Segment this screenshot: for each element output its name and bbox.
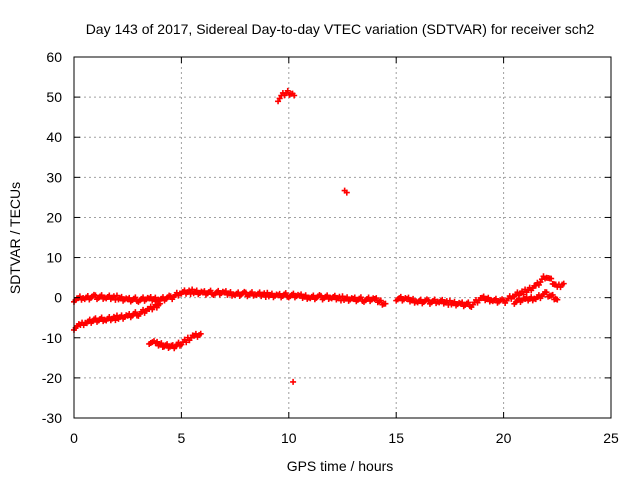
data-point bbox=[291, 92, 298, 99]
x-tick-label: 10 bbox=[281, 430, 297, 446]
data-point bbox=[431, 296, 438, 303]
data-point bbox=[519, 288, 526, 295]
data-point bbox=[242, 289, 249, 296]
data-point bbox=[118, 293, 125, 300]
data-points bbox=[71, 87, 567, 385]
y-axis-label: SDTVAR / TECUs bbox=[7, 182, 23, 294]
data-point bbox=[459, 299, 466, 306]
axis-ticks: 0 5 10 15 20 25 -30 -20 -10 0 10 20 30 40 50 60 bbox=[42, 49, 619, 446]
data-point bbox=[554, 296, 561, 303]
data-point bbox=[282, 290, 289, 297]
data-point bbox=[439, 296, 446, 303]
data-point bbox=[113, 292, 120, 299]
data-point bbox=[126, 294, 133, 301]
data-point bbox=[140, 306, 147, 313]
data-point bbox=[183, 339, 190, 346]
y-tick-label: 50 bbox=[46, 89, 62, 105]
data-point bbox=[298, 291, 305, 298]
data-point bbox=[215, 287, 222, 294]
y-tick-label: 60 bbox=[46, 49, 62, 65]
data-point bbox=[331, 292, 338, 299]
data-point bbox=[543, 289, 550, 296]
y-tick-label: 40 bbox=[46, 129, 62, 145]
data-point bbox=[528, 294, 535, 301]
data-point bbox=[248, 289, 255, 296]
data-point bbox=[548, 275, 555, 282]
data-point bbox=[235, 289, 242, 296]
data-point bbox=[451, 298, 458, 305]
data-point bbox=[98, 314, 105, 321]
x-tick-label: 20 bbox=[496, 430, 512, 446]
data-point bbox=[156, 300, 163, 307]
y-tick-label: -10 bbox=[42, 330, 62, 346]
data-point bbox=[560, 280, 567, 287]
data-point bbox=[373, 295, 380, 302]
data-point bbox=[152, 294, 159, 301]
data-point bbox=[397, 293, 404, 300]
data-point bbox=[197, 330, 204, 337]
data-point bbox=[405, 294, 412, 301]
data-point bbox=[112, 317, 119, 324]
data-point bbox=[492, 295, 499, 302]
x-axis-label: GPS time / hours bbox=[287, 458, 394, 474]
data-point bbox=[222, 288, 229, 295]
data-point bbox=[549, 291, 556, 298]
data-point bbox=[189, 286, 196, 293]
data-point bbox=[264, 289, 271, 296]
data-point bbox=[357, 294, 364, 301]
x-tick-label: 5 bbox=[178, 430, 186, 446]
data-point bbox=[417, 296, 424, 303]
data-point bbox=[465, 299, 472, 306]
x-tick-label: 15 bbox=[388, 430, 404, 446]
grid bbox=[74, 57, 611, 418]
data-point bbox=[446, 297, 453, 304]
data-point bbox=[514, 289, 521, 296]
data-point bbox=[132, 309, 139, 316]
data-point bbox=[324, 292, 331, 299]
data-point bbox=[207, 287, 214, 294]
data-point bbox=[268, 290, 275, 297]
x-tick-label: 25 bbox=[603, 430, 619, 446]
data-point bbox=[302, 292, 309, 299]
data-point bbox=[284, 87, 291, 94]
data-point bbox=[76, 293, 83, 300]
plot-frame bbox=[73, 56, 612, 419]
y-tick-label: 10 bbox=[46, 250, 62, 266]
data-point bbox=[193, 287, 200, 294]
data-point bbox=[110, 313, 117, 320]
data-point bbox=[256, 289, 263, 296]
data-point bbox=[98, 292, 105, 299]
data-point bbox=[227, 289, 234, 296]
data-point bbox=[290, 290, 297, 297]
data-point bbox=[535, 292, 542, 299]
data-point bbox=[485, 294, 492, 301]
data-point bbox=[318, 292, 325, 299]
y-tick-label: 20 bbox=[46, 209, 62, 225]
y-tick-label: -30 bbox=[42, 410, 62, 426]
data-point bbox=[410, 295, 417, 302]
data-point bbox=[382, 300, 389, 307]
data-point bbox=[290, 378, 297, 385]
data-point bbox=[339, 293, 346, 300]
data-point bbox=[158, 340, 165, 347]
data-point bbox=[343, 189, 350, 196]
data-point bbox=[201, 288, 208, 295]
y-tick-label: -20 bbox=[42, 370, 62, 386]
data-point bbox=[132, 294, 139, 301]
chart-title: Day 143 of 2017, Sidereal Day-to-day VTE… bbox=[86, 21, 595, 37]
data-point bbox=[310, 292, 317, 299]
data-point bbox=[480, 293, 487, 300]
data-point bbox=[351, 294, 358, 301]
data-point bbox=[377, 297, 384, 304]
data-point bbox=[186, 287, 193, 294]
data-point bbox=[344, 294, 351, 301]
x-tick-label: 0 bbox=[70, 430, 78, 446]
data-point bbox=[92, 292, 99, 299]
y-tick-label: 30 bbox=[46, 169, 62, 185]
y-tick-label: 0 bbox=[54, 290, 62, 306]
